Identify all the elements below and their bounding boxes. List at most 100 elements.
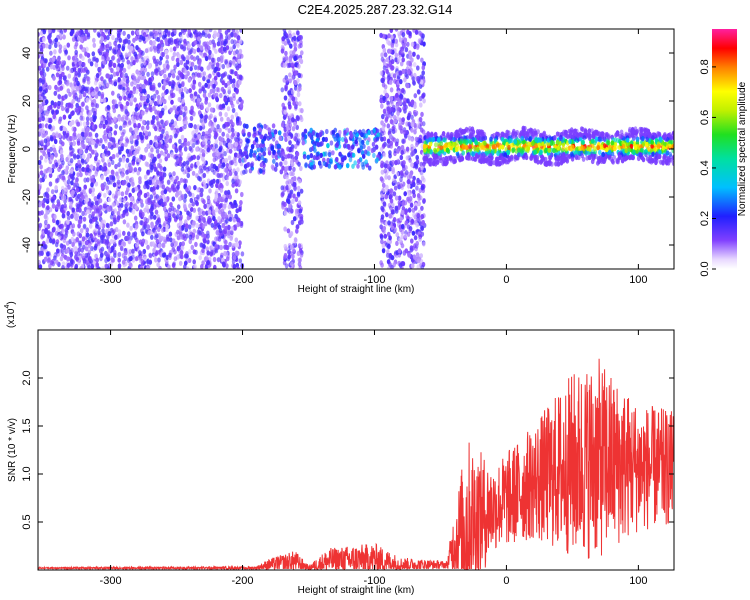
- spectrogram-cell: [288, 122, 293, 128]
- spectrogram-cell: [321, 136, 326, 142]
- spectrogram-cell: [51, 29, 56, 34]
- spectrogram-cell: [284, 86, 288, 92]
- spectrogram-cell: [291, 171, 295, 177]
- spectrogram-cell: [146, 143, 150, 149]
- spectrogram-cell: [90, 263, 95, 269]
- spectrogram-cell: [283, 243, 288, 250]
- spectrogram-cell: [86, 205, 90, 211]
- spectrogram-cell: [52, 226, 56, 233]
- spectrogram-cell: [158, 158, 163, 164]
- spectrogram-cell: [163, 189, 168, 195]
- spectrogram-cell: [231, 243, 235, 249]
- spectrogram-cell: [99, 252, 104, 258]
- spectrogram-cell: [75, 196, 79, 202]
- spectrogram-cell: [286, 146, 290, 152]
- spectrogram-cell: [122, 230, 126, 236]
- spectrogram-cell: [67, 102, 71, 108]
- spectrogram-cell: [166, 179, 171, 185]
- spectrogram-cell: [227, 128, 232, 134]
- spectrogram-cell: [391, 128, 396, 134]
- spectrogram-cell: [164, 148, 169, 155]
- spectrogram-cell: [101, 144, 106, 150]
- spectrogram-cell: [206, 250, 210, 256]
- spectrogram-cell: [102, 219, 106, 225]
- spectrogram-cell: [238, 79, 242, 86]
- spectrogram-cell: [405, 214, 410, 220]
- spectrogram-cell: [98, 204, 103, 210]
- spectrogram-cell: [108, 174, 113, 180]
- spectrogram-cell: [394, 29, 399, 32]
- spectrogram-cell: [192, 259, 196, 265]
- spectrogram-cell: [130, 30, 135, 36]
- spectrogram-cell: [208, 217, 212, 223]
- spectrogram-cell: [198, 169, 202, 175]
- spectrogram-cell: [212, 83, 216, 89]
- spectrogram-cell: [214, 248, 219, 254]
- spectrogram-cell: [38, 264, 43, 269]
- spectrogram-cell: [347, 152, 351, 158]
- spectrogram-cell: [238, 38, 243, 45]
- spectrogram-cell: [351, 152, 356, 158]
- spectrogram-cell: [211, 209, 216, 215]
- spectrogram-cell: [75, 102, 79, 108]
- spectrogram-cell: [228, 216, 233, 222]
- spectrogram-cell: [61, 213, 66, 219]
- spectrogram-cell: [381, 82, 386, 88]
- spectrogram-cell: [140, 258, 145, 265]
- spectrogram-cell: [187, 257, 192, 263]
- spectrogram-cell: [156, 226, 161, 233]
- spectrogram-cell: [133, 114, 137, 120]
- spectrogram-cell: [137, 75, 141, 81]
- spectrogram-cell: [386, 138, 391, 144]
- spectrogram-cell: [81, 153, 86, 160]
- spectrogram-cell: [262, 151, 267, 157]
- spectrogram-cell: [298, 57, 303, 63]
- spectrogram-cell: [371, 141, 376, 147]
- spectrogram-cell: [188, 203, 192, 209]
- spectrogram-cell: [420, 165, 424, 171]
- spectrogram-cell: [49, 260, 54, 266]
- spectrogram-cell: [406, 98, 410, 104]
- spectrogram-cell: [231, 178, 235, 184]
- spectrogram-cell: [239, 53, 244, 59]
- spectrogram-cell: [60, 243, 64, 249]
- spectrogram-cell: [68, 196, 73, 202]
- spectrogram-cell: [286, 228, 291, 234]
- spectrogram-cell: [296, 92, 301, 98]
- spectrogram-cell: [131, 248, 135, 254]
- spectrogram-cell: [69, 201, 73, 207]
- spectrogram-cell: [114, 123, 118, 129]
- spectrogram-cell: [142, 60, 147, 66]
- spectrogram-cell: [156, 170, 160, 176]
- spectrogram-cell: [154, 30, 158, 36]
- spectrogram-cell: [398, 146, 402, 152]
- spectrogram-cell: [299, 42, 303, 49]
- spectrogram-cell: [157, 67, 161, 73]
- spectrogram-cell: [38, 190, 41, 196]
- spectrogram-cell: [416, 258, 421, 264]
- spectrogram-cell: [283, 210, 288, 216]
- spectrogram-cell: [48, 38, 53, 45]
- spectrogram-cell: [193, 264, 197, 269]
- spectrogram-cell: [282, 29, 287, 33]
- spectrogram-cell: [141, 95, 146, 101]
- spectrogram-cell: [110, 159, 115, 165]
- spectrogram-cell: [287, 135, 291, 141]
- spectrogram-cell: [229, 119, 233, 125]
- spectrogram-cell: [382, 182, 386, 188]
- spectrogram-cell: [407, 112, 411, 119]
- spectrogram-cell: [383, 233, 388, 239]
- spectrogram-cell: [77, 72, 81, 78]
- spectrogram-cell: [291, 198, 295, 204]
- spectrogram-cell: [108, 119, 112, 125]
- spectrogram-cell: [410, 114, 414, 120]
- spectrogram-cell: [144, 48, 149, 54]
- spectrogram-cell: [178, 230, 183, 236]
- spectrogram-cell: [245, 123, 249, 129]
- spectrogram-cell: [390, 59, 395, 65]
- spectrogram-cell: [297, 161, 301, 167]
- spectrogram-cell: [322, 160, 327, 166]
- spectrogram-cell: [129, 196, 134, 202]
- spectrogram-cell: [96, 194, 101, 200]
- spectrogram-cell: [201, 148, 205, 155]
